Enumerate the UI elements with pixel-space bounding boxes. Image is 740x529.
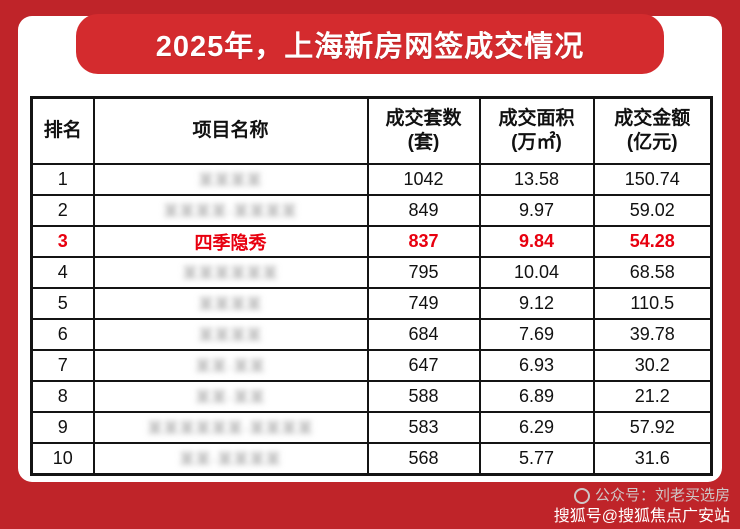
amount-cell: 57.92 [592, 411, 713, 444]
blurred-project-name: 某某某某 [198, 327, 263, 344]
table-row: 7 某某·某某 647 6.93 30.2 [30, 349, 713, 382]
units-cell: 684 [366, 318, 481, 351]
area-cell: 9.12 [478, 287, 595, 320]
header-units-label: 成交套数 [385, 108, 462, 130]
area-cell: 13.58 [478, 163, 595, 196]
table-row: 1 某某某某 1042 13.58 150.74 [30, 163, 713, 196]
project-name-cell: 四季隐秀 [92, 225, 369, 258]
project-name: 四季隐秀 [194, 232, 267, 253]
units-cell: 837 [366, 225, 481, 258]
header-units: 成交套数 (套) [366, 96, 481, 165]
amount-cell: 110.5 [592, 287, 713, 320]
watermarks: 公众号：刘老买选房 搜狐号@搜狐焦点广安站 [554, 487, 730, 526]
units-cell: 1042 [366, 163, 481, 196]
units-cell: 568 [366, 442, 481, 476]
rank-cell: 3 [30, 225, 95, 258]
wechat-logo-icon [573, 487, 590, 504]
table-row: 6 某某某某 684 7.69 39.78 [30, 318, 713, 351]
project-name-cell: 某某某某某某·某某某某 [92, 411, 369, 444]
header-units-unit: (套) [407, 132, 440, 153]
units-cell: 849 [366, 194, 481, 227]
page-title: 2025年，上海新房网签成交情况 [155, 31, 585, 63]
amount-cell: 150.74 [592, 163, 713, 196]
area-cell: 10.04 [478, 256, 595, 289]
amount-cell: 68.58 [592, 256, 713, 289]
units-cell: 795 [366, 256, 481, 289]
amount-cell: 21.2 [592, 380, 713, 413]
area-cell: 9.84 [478, 225, 595, 258]
blurred-project-name: 某某某某某某 [182, 265, 279, 282]
project-name-cell: 某某某某 [92, 318, 369, 351]
project-name-cell: 某某某某 [92, 163, 369, 196]
project-name-cell: 某某·某某 [92, 349, 369, 382]
project-name-cell: 某某某某某某 [92, 256, 369, 289]
header-area-unit: (万㎡) [511, 132, 562, 153]
rank-cell: 2 [30, 194, 95, 227]
table-header-row: 排名 项目名称 成交套数 (套) 成交面积 (万㎡) 成交金额 (亿元) [30, 96, 713, 165]
amount-cell: 30.2 [592, 349, 713, 382]
area-cell: 6.29 [478, 411, 595, 444]
project-name-cell: 某某·某某某某 [92, 442, 369, 476]
wechat-watermark: 公众号：刘老买选房 [554, 487, 730, 505]
header-project-name-label: 项目名称 [192, 120, 269, 142]
area-cell: 9.97 [478, 194, 595, 227]
units-cell: 583 [366, 411, 481, 444]
header-rank: 排名 [30, 96, 95, 165]
table-row: 8 某某·某某 588 6.89 21.2 [30, 380, 713, 413]
rank-cell: 9 [30, 411, 95, 444]
table-row: 4 某某某某某某 795 10.04 68.58 [30, 256, 713, 289]
area-cell: 6.93 [478, 349, 595, 382]
header-rank-label: 排名 [43, 120, 82, 142]
table-row: 9 某某某某某某·某某某某 583 6.29 57.92 [30, 411, 713, 444]
header-amount-unit: (亿元) [626, 132, 678, 153]
units-cell: 749 [366, 287, 481, 320]
amount-cell: 54.28 [592, 225, 713, 258]
table-row-highlighted: 3 四季隐秀 837 9.84 54.28 [30, 225, 713, 258]
amount-cell: 39.78 [592, 318, 713, 351]
rank-cell: 10 [30, 442, 95, 476]
transactions-table: 排名 项目名称 成交套数 (套) 成交面积 (万㎡) 成交金额 (亿元) 1 某某某某… [30, 96, 713, 476]
rank-cell: 5 [30, 287, 95, 320]
amount-cell: 31.6 [592, 442, 713, 476]
header-area-label: 成交面积 [498, 108, 575, 130]
rank-cell: 1 [30, 163, 95, 196]
rank-cell: 7 [30, 349, 95, 382]
project-name-cell: 某某·某某 [92, 380, 369, 413]
amount-cell: 59.02 [592, 194, 713, 227]
blurred-project-name: 某某·某某 [195, 389, 266, 406]
blurred-project-name: 某某·某某某某 [179, 451, 282, 468]
table-row: 10 某某·某某某某 568 5.77 31.6 [30, 442, 713, 476]
units-cell: 647 [366, 349, 481, 382]
transactions-table-wrap: 排名 项目名称 成交套数 (套) 成交面积 (万㎡) 成交金额 (亿元) 1 某某某某… [30, 96, 713, 476]
header-amount: 成交金额 (亿元) [592, 96, 713, 165]
blurred-project-name: 某某某某 [198, 296, 263, 313]
project-name-cell: 某某某某·某某某某 [92, 194, 369, 227]
project-name-cell: 某某某某 [92, 287, 369, 320]
rank-cell: 6 [30, 318, 95, 351]
title-banner: 2025年，上海新房网签成交情况 [76, 14, 664, 74]
sohu-watermark: 搜狐号@搜狐焦点广安站 [553, 507, 730, 525]
rank-cell: 8 [30, 380, 95, 413]
header-area: 成交面积 (万㎡) [478, 96, 595, 165]
units-cell: 588 [366, 380, 481, 413]
area-cell: 5.77 [478, 442, 595, 476]
blurred-project-name: 某某某某 [198, 172, 263, 189]
blurred-project-name: 某某·某某 [195, 358, 266, 375]
header-amount-label: 成交金额 [614, 108, 691, 130]
header-project-name: 项目名称 [92, 96, 369, 165]
blurred-project-name: 某某某某·某某某某 [163, 203, 298, 220]
wechat-watermark-text: 公众号：刘老买选房 [594, 486, 730, 504]
table-row: 5 某某某某 749 9.12 110.5 [30, 287, 713, 320]
table-row: 2 某某某某·某某某某 849 9.97 59.02 [30, 194, 713, 227]
area-cell: 6.89 [478, 380, 595, 413]
rank-cell: 4 [30, 256, 95, 289]
area-cell: 7.69 [478, 318, 595, 351]
blurred-project-name: 某某某某某某·某某某某 [147, 420, 314, 437]
